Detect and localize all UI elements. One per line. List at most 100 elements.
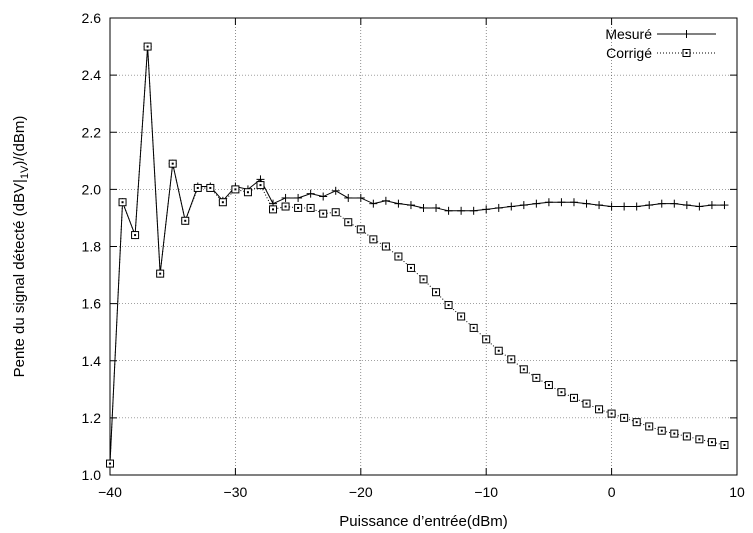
data-point-series-1 [394,199,403,208]
x-tick-label: −40 [98,484,122,500]
data-point-series-1 [657,199,666,208]
data-point-series-2 [557,388,566,397]
data-point-series-1 [406,201,415,210]
data-point-series-2 [419,275,428,284]
axis-ticks: −40 −30 −20 −10 0 10 1.0 1.2 1.4 1.6 1.8 2.0 2.2 2.4 2… [82,10,745,500]
data-point-series-1 [281,193,290,202]
data-point-series-1 [695,202,704,211]
y-axis-label-main: Pente du signal détecté (dBV| [11,179,28,377]
data-point-series-1 [356,193,365,202]
y-tick-label: 1.4 [82,353,102,369]
y-tick-label: 1.0 [82,467,102,483]
y-tick-label: 1.8 [82,239,102,255]
data-point-series-2 [218,198,227,207]
data-point-series-1 [607,202,616,211]
data-point-series-1 [419,203,428,212]
data-point-series-2 [256,181,265,190]
data-point-series-1 [670,199,679,208]
series-line-1 [109,46,725,464]
data-point-series-2 [369,235,378,244]
data-point-series-2 [457,312,466,321]
x-tick-label: 0 [608,484,616,500]
data-point-series-2 [294,203,303,212]
data-point-series-2 [193,183,202,192]
data-point-series-2 [720,441,729,450]
data-point-series-1 [507,202,516,211]
data-point-series-1 [569,198,578,207]
y-axis-label-unit: )/(dBm) [11,116,28,166]
y-tick-label: 2.0 [82,181,102,197]
data-point-series-2 [582,399,591,408]
data-point-series-1 [444,206,453,215]
data-point-series-2 [707,438,716,447]
legend-marker-2 [682,49,691,57]
data-point-series-2 [620,413,629,422]
data-point-series-2 [670,429,679,438]
data-point-series-2 [381,242,390,251]
data-point-series-1 [457,206,466,215]
data-point-series-2 [482,335,491,344]
data-point-series-2 [544,381,553,390]
data-point-series-2 [632,418,641,427]
data-point-series-2 [281,202,290,211]
data-point-series-2 [645,422,654,431]
data-point-series-2 [432,288,441,297]
legend-label-2: Corrigé [606,45,652,61]
data-point-series-2 [469,323,478,332]
data-point-series-1 [494,203,503,212]
x-tick-label: −30 [224,484,248,500]
x-axis-label: Puissance d’entrée(dBm) [339,513,507,530]
data-point-series-1 [632,202,641,211]
data-point-series-2 [394,252,403,261]
data-point-series-2 [406,263,415,272]
data-point-series-2 [356,225,365,234]
data-point-series-1 [331,186,340,195]
data-point-series-1 [544,198,553,207]
data-point-series-2 [168,159,177,168]
grid [110,18,737,475]
data-point-series-2 [306,203,315,212]
data-point-series-2 [131,231,140,240]
data-point-series-1 [469,206,478,215]
y-tick-label: 2.4 [82,67,102,83]
data-point-series-2 [156,269,165,278]
legend-label-1: Mesuré [605,26,652,42]
data-point-series-2 [143,42,152,51]
data-point-series-1 [294,193,303,202]
x-tick-label: 10 [729,484,745,500]
data-point-series-1 [432,203,441,212]
data-point-series-2 [269,205,278,214]
y-axis-label-subscript: 1V [19,165,31,179]
x-tick-label: −10 [474,484,498,500]
data-point-series-1 [482,205,491,214]
data-point-series-1 [557,198,566,207]
data-point-series-1 [682,201,691,210]
data-point-series-2 [682,432,691,441]
data-point-series-2 [344,218,353,227]
data-point-series-2 [695,435,704,444]
data-point-series-1 [381,196,390,205]
data-point-series-1 [369,199,378,208]
data-point-series-1 [532,199,541,208]
data-point-series-2 [532,373,541,382]
series-line-2 [109,46,725,464]
y-tick-label: 1.2 [82,410,102,426]
data-point-series-2 [607,409,616,418]
series-layer [106,42,729,468]
data-point-series-1 [707,201,716,210]
data-point-series-2 [444,301,453,310]
legend: Mesuré Corrigé [605,26,716,61]
data-point-series-2 [569,393,578,402]
data-point-series-1 [344,193,353,202]
x-tick-label: −20 [349,484,373,500]
data-point-series-2 [206,183,215,192]
data-point-series-2 [657,426,666,435]
data-point-series-2 [231,185,240,194]
data-point-series-2 [494,346,503,355]
data-point-series-1 [306,189,315,198]
data-point-series-2 [181,216,190,225]
data-point-series-1 [645,201,654,210]
data-point-series-2 [507,355,516,364]
legend-marker-1 [682,30,691,38]
